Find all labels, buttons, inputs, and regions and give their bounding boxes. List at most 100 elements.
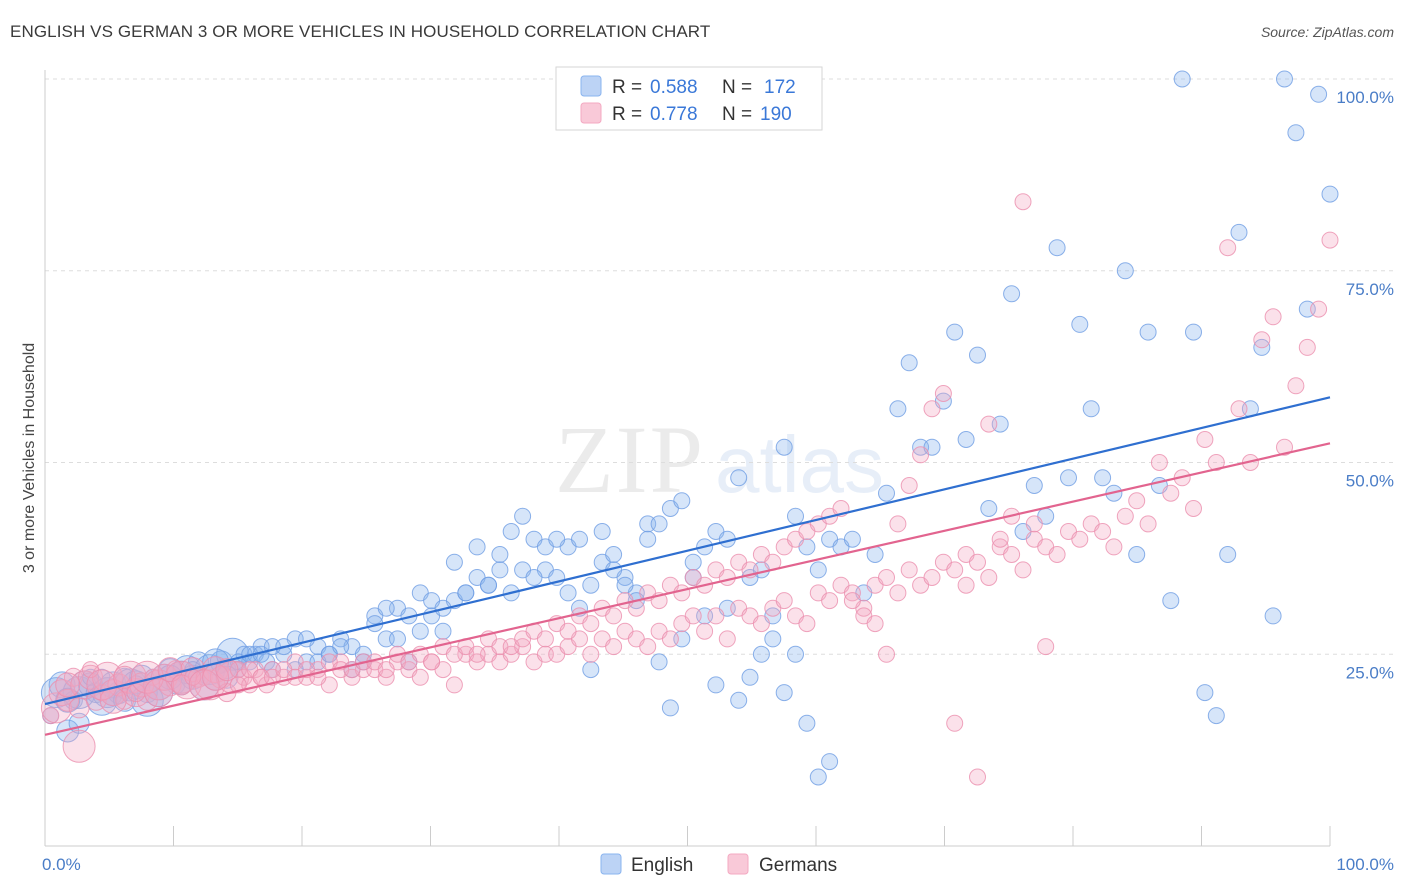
- english-point: [1003, 285, 1021, 303]
- english-point: [457, 584, 475, 602]
- legend-english-n-value: 172: [764, 77, 796, 98]
- germans-point: [878, 569, 895, 586]
- germans-point: [188, 669, 220, 701]
- germans-point: [1048, 546, 1066, 563]
- germans-point: [229, 676, 247, 694]
- x-tick-label-max: 100.0%: [1336, 855, 1394, 874]
- germans-point: [684, 607, 702, 625]
- english-point: [730, 691, 748, 709]
- germans-point: [468, 645, 486, 663]
- bottom-legend-english: English: [631, 855, 693, 876]
- english-point: [809, 768, 827, 786]
- germans-point: [62, 729, 96, 763]
- germans-point: [923, 569, 941, 586]
- x-axis-ticks: [44, 826, 1331, 846]
- english-point: [1139, 323, 1157, 341]
- english-point: [661, 699, 679, 717]
- germans-point: [866, 615, 884, 633]
- germans-point: [843, 592, 861, 610]
- germans-point: [68, 697, 90, 719]
- germans-point: [377, 661, 395, 679]
- english-point: [616, 576, 634, 594]
- germans-point: [980, 415, 998, 433]
- germans-point: [1014, 561, 1032, 579]
- english-point: [1321, 185, 1339, 203]
- english-point: [1128, 546, 1146, 563]
- germans-point: [215, 658, 239, 682]
- germans-point: [582, 645, 600, 663]
- english-point: [946, 323, 964, 341]
- english-point: [468, 538, 486, 556]
- germans-point: [1298, 338, 1316, 356]
- english-trend-line: [44, 396, 1331, 706]
- y-axis-label: 3 or more Vehicles in Household: [21, 343, 38, 573]
- english-point: [1173, 70, 1191, 88]
- germans-point: [1310, 300, 1328, 318]
- english-point: [1310, 85, 1328, 103]
- english-point: [980, 500, 998, 517]
- germans-point: [889, 584, 907, 602]
- y-tick-label-25: 25.0%: [1346, 663, 1394, 682]
- legend-swatch-english: [580, 75, 602, 97]
- english-point: [730, 469, 748, 487]
- english-point: [1071, 315, 1089, 333]
- english-point: [582, 661, 600, 679]
- english-point: [787, 507, 804, 525]
- english-point: [559, 584, 577, 602]
- english-point: [1219, 546, 1237, 563]
- english-point: [1207, 707, 1225, 725]
- english-point: [593, 523, 611, 540]
- legend-germans-n-label: N =: [722, 104, 752, 125]
- germans-point: [946, 561, 964, 579]
- germans-point: [798, 615, 816, 633]
- germans-point: [1230, 400, 1248, 418]
- germans-point: [900, 477, 918, 494]
- germans-point: [957, 576, 975, 594]
- bottom-legend-germans: Germans: [759, 855, 837, 876]
- english-point: [775, 438, 793, 456]
- germans-point: [1219, 239, 1237, 257]
- germans-point: [900, 561, 918, 579]
- english-point: [650, 653, 668, 671]
- germans-points: [40, 193, 1339, 786]
- english-point: [332, 638, 350, 656]
- english-point: [1060, 469, 1077, 487]
- english-point: [525, 569, 543, 586]
- germans-point: [1105, 538, 1123, 556]
- english-point: [605, 546, 623, 563]
- english-point: [1116, 262, 1134, 280]
- watermark-zip: ZIP: [555, 406, 705, 513]
- germans-point: [1025, 515, 1043, 533]
- germans-point: [605, 638, 623, 656]
- germans-point: [1139, 515, 1157, 533]
- english-point: [377, 599, 395, 617]
- germans-point: [1185, 500, 1202, 517]
- english-point: [1048, 239, 1066, 257]
- english-point: [843, 530, 861, 548]
- germans-point: [144, 678, 174, 708]
- english-point: [514, 507, 532, 525]
- germans-point: [1128, 492, 1146, 510]
- germans-point: [445, 676, 463, 694]
- english-point: [900, 354, 918, 372]
- germans-point: [411, 668, 429, 686]
- germans-point: [775, 592, 793, 610]
- germans-point: [1014, 193, 1032, 211]
- germans-point: [889, 515, 907, 533]
- english-point: [571, 530, 588, 548]
- germans-point: [718, 569, 736, 586]
- english-point: [787, 645, 804, 663]
- germans-point: [821, 592, 839, 610]
- english-point: [798, 714, 816, 732]
- germans-point: [923, 400, 941, 418]
- english-point: [502, 523, 520, 540]
- germans-point: [55, 672, 81, 698]
- germans-point: [946, 714, 964, 732]
- english-point: [48, 671, 76, 699]
- germans-point: [991, 530, 1009, 548]
- bottom-legend-swatch-germans: [727, 853, 749, 875]
- english-point: [741, 668, 759, 686]
- english-point: [684, 553, 702, 571]
- y-tick-label-100: 100.0%: [1336, 88, 1394, 107]
- chart-source: Source: ZipAtlas.com: [1260, 24, 1394, 40]
